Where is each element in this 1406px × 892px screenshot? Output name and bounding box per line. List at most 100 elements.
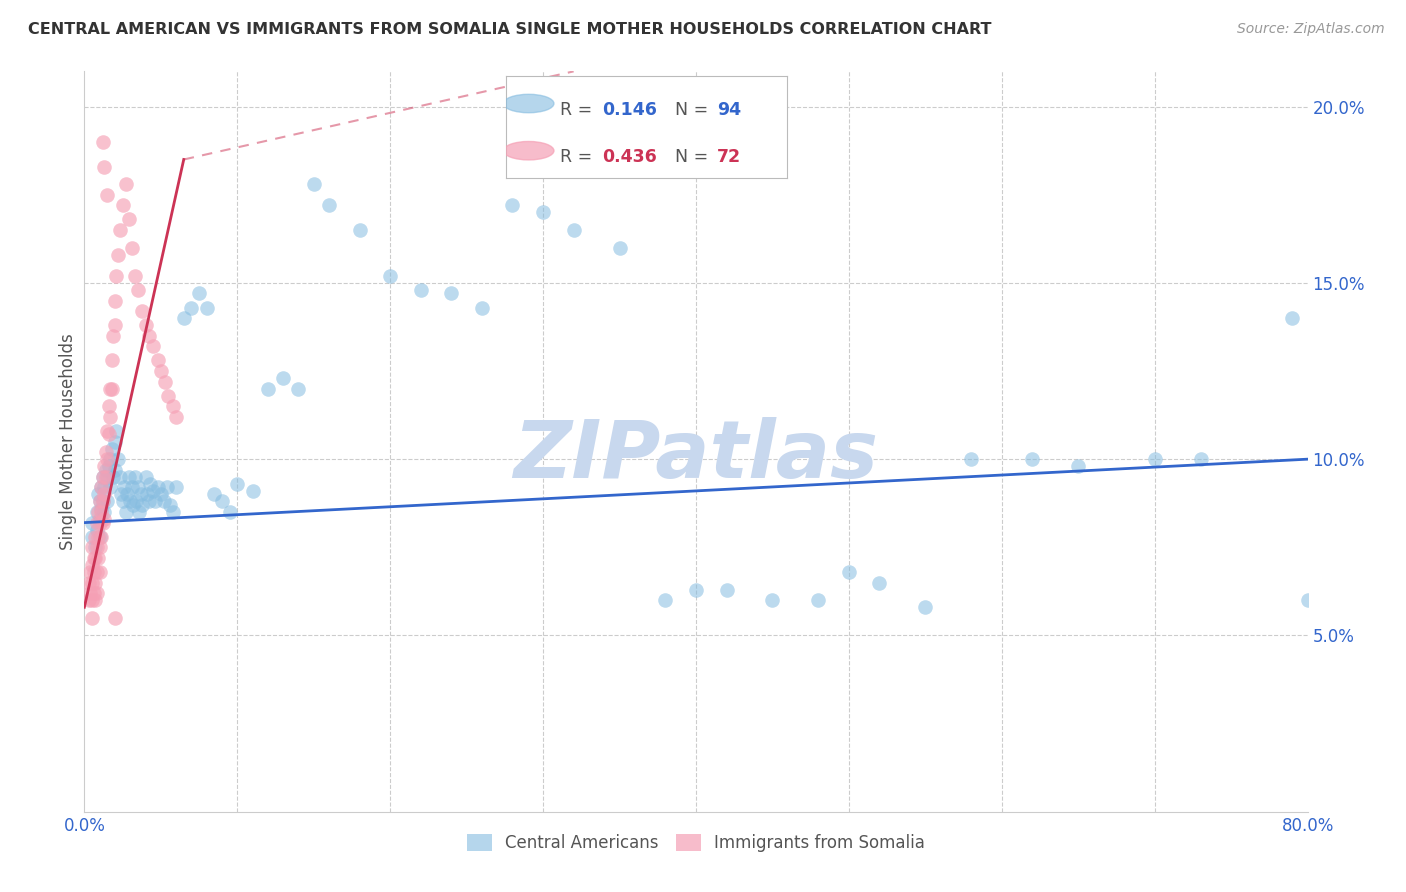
Point [108, 223, 131, 237]
Point [869, 575, 891, 590]
Point [609, 241, 631, 255]
Point [96, 187, 118, 202]
Point [1281, 311, 1303, 326]
Point [90, 530, 112, 544]
Point [98, 382, 121, 396]
Point [77, 593, 100, 607]
Point [87, 505, 110, 519]
Point [104, 318, 127, 333]
Point [960, 452, 983, 467]
Point [84, 575, 107, 590]
Point [135, 318, 157, 333]
Point [90, 501, 112, 516]
Point [97, 399, 120, 413]
Point [93, 459, 115, 474]
Point [89, 565, 111, 579]
Point [107, 452, 129, 467]
Point [149, 364, 172, 378]
Point [94, 470, 117, 484]
Point [138, 494, 160, 508]
Point [107, 248, 129, 262]
Point [685, 582, 707, 597]
Point [91, 135, 114, 149]
Point [195, 301, 218, 315]
Point [93, 487, 115, 501]
Point [86, 516, 108, 530]
Text: N =: N = [675, 101, 714, 119]
Point [84, 541, 107, 555]
Point [162, 505, 184, 519]
Point [318, 198, 340, 212]
Point [97, 459, 120, 474]
Point [94, 445, 117, 459]
Point [115, 487, 138, 501]
Point [127, 480, 149, 494]
Text: 0.436: 0.436 [602, 148, 657, 166]
Point [114, 177, 136, 191]
Point [86, 586, 108, 600]
Point [159, 498, 181, 512]
Point [121, 480, 143, 494]
Point [110, 487, 132, 501]
Point [136, 487, 159, 501]
Point [121, 241, 143, 255]
Point [129, 487, 152, 501]
Point [135, 470, 157, 484]
Point [96, 452, 118, 467]
Point [349, 223, 371, 237]
Point [103, 328, 125, 343]
Point [562, 223, 585, 237]
Point [180, 301, 202, 315]
Point [122, 498, 145, 512]
Point [120, 494, 142, 508]
Text: ZIPatlas: ZIPatlas [513, 417, 879, 495]
Point [914, 600, 936, 615]
Point [101, 382, 124, 396]
Point [105, 268, 128, 283]
Point [142, 483, 165, 498]
Point [89, 530, 111, 544]
Legend: Central Americans, Immigrants from Somalia: Central Americans, Immigrants from Somal… [460, 828, 932, 859]
Point [112, 480, 135, 494]
Point [114, 505, 136, 519]
Point [211, 494, 233, 508]
Point [156, 480, 179, 494]
Point [104, 463, 127, 477]
Point [80, 516, 103, 530]
Point [173, 311, 195, 326]
Point [1067, 459, 1090, 474]
Text: CENTRAL AMERICAN VS IMMIGRANTS FROM SOMALIA SINGLE MOTHER HOUSEHOLDS CORRELATION: CENTRAL AMERICAN VS IMMIGRANTS FROM SOMA… [28, 22, 991, 37]
Point [104, 293, 127, 308]
Point [87, 550, 110, 565]
Point [127, 283, 149, 297]
Point [471, 301, 494, 315]
Y-axis label: Single Mother Households: Single Mother Households [59, 334, 77, 549]
Point [90, 505, 112, 519]
Point [165, 480, 187, 494]
Text: R =: R = [560, 101, 598, 119]
Point [93, 512, 115, 526]
Point [89, 494, 111, 508]
Point [80, 530, 103, 544]
Point [83, 565, 105, 579]
Point [87, 487, 110, 501]
Point [80, 575, 103, 590]
Point [89, 541, 111, 555]
Point [98, 480, 121, 494]
Point [93, 160, 115, 174]
Point [86, 523, 108, 537]
Point [79, 565, 101, 579]
Point [242, 483, 264, 498]
Point [101, 353, 124, 368]
Point [97, 427, 120, 442]
Point [87, 530, 110, 544]
Point [502, 198, 524, 212]
Point [96, 494, 118, 508]
Point [838, 565, 860, 579]
Point [188, 286, 211, 301]
Point [1189, 452, 1212, 467]
Point [91, 470, 114, 484]
Point [96, 424, 118, 438]
Point [80, 593, 103, 607]
Text: 0.146: 0.146 [602, 101, 657, 119]
